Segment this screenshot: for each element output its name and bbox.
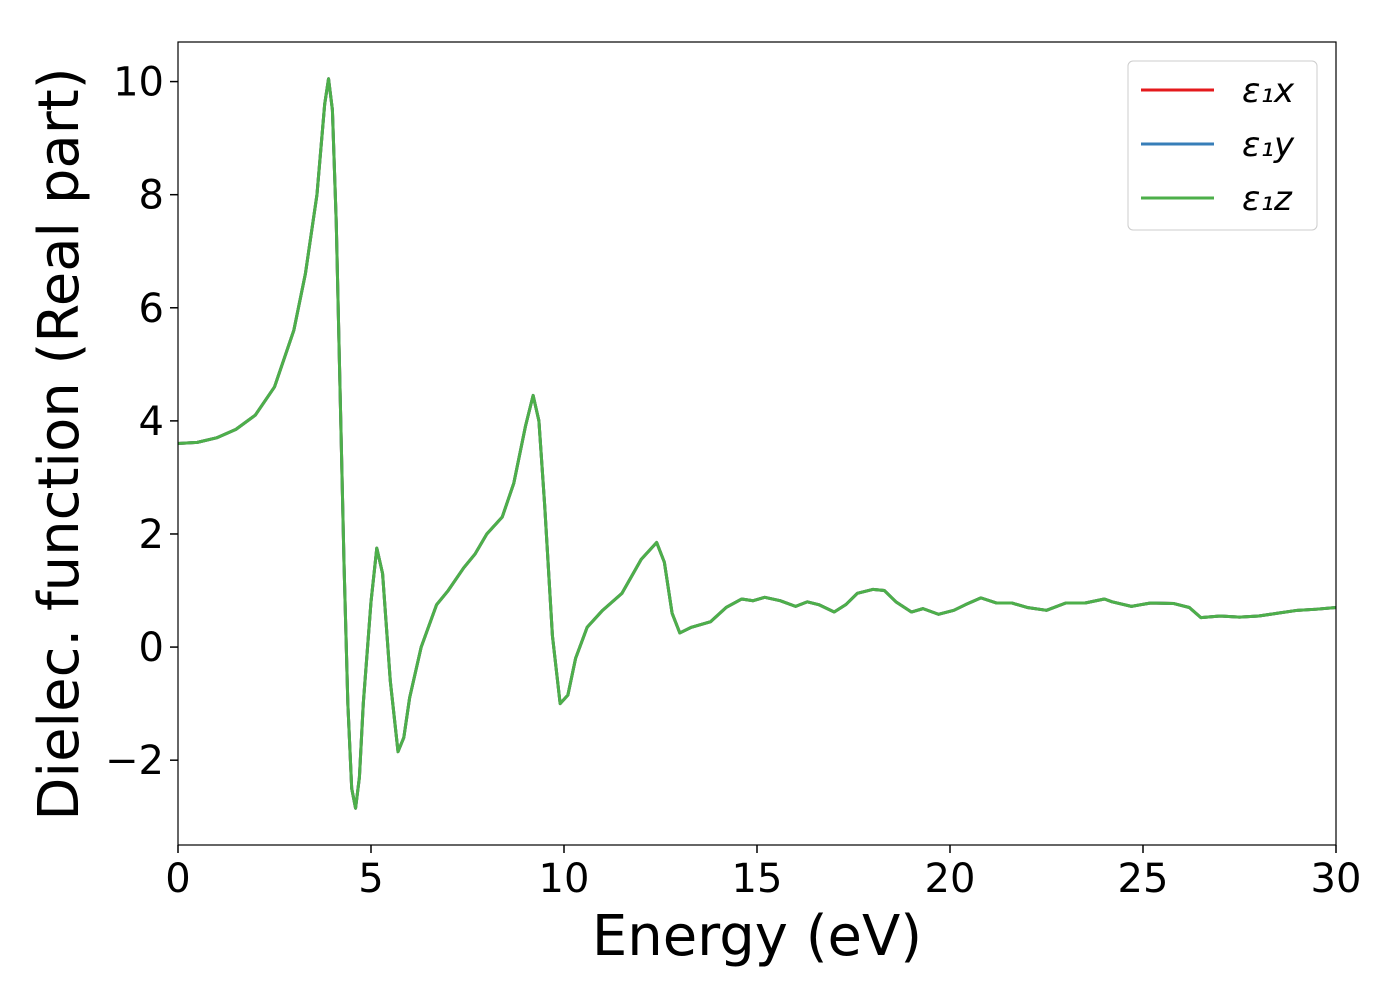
y-tick-label: 10 [113, 60, 164, 106]
plot-frame [177, 41, 1337, 846]
legend-label: ε₁x [1242, 71, 1295, 111]
y-tick-label: 0 [139, 625, 164, 671]
x-axis-label: Energy (eV) [592, 904, 922, 969]
x-tick-label: 25 [1118, 856, 1169, 902]
legend-label: ε₁y [1242, 125, 1295, 165]
x-tick-label: 20 [925, 856, 976, 902]
x-tick-label: 0 [165, 856, 190, 902]
x-tick-label: 30 [1311, 856, 1362, 902]
y-tick-label: 2 [139, 512, 164, 558]
y-tick-label: 4 [139, 399, 164, 445]
y-tick-label: 8 [139, 173, 164, 219]
x-tick-label: 15 [732, 856, 783, 902]
x-tick-label: 5 [358, 856, 383, 902]
legend-box [1127, 60, 1318, 231]
y-axis-label: Dielec. function (Real part) [27, 67, 92, 820]
y-tick-label: −2 [105, 738, 164, 784]
y-tick-label: 6 [139, 286, 164, 332]
line-series [177, 77, 1337, 810]
legend-label: ε₁z [1242, 179, 1293, 219]
x-tick-label: 10 [539, 856, 590, 902]
